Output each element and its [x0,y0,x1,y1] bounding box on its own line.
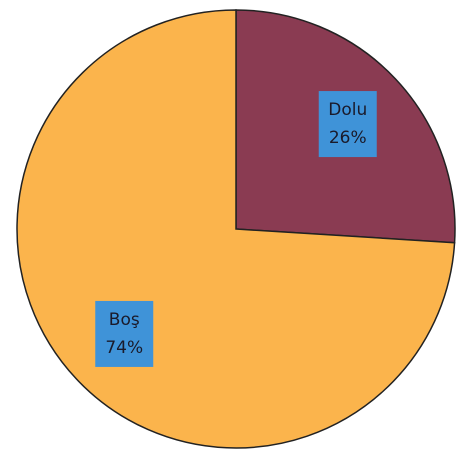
slice-label: Boş [109,310,140,330]
label-box [95,300,154,367]
slice-value-label: 74% [105,338,143,358]
slice-label: Dolu [328,100,367,120]
label-box [318,91,377,158]
slice-value-label: 26% [329,128,367,148]
